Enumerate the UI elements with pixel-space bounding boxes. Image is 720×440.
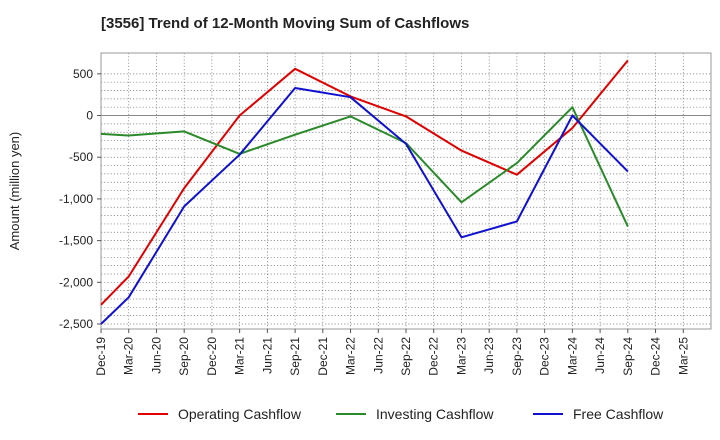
x-tick-label: Jun-22	[371, 337, 385, 374]
x-tick-label: Mar-24	[565, 337, 579, 375]
x-tick-label: Sep-20	[177, 337, 191, 376]
x-tick-label: Dec-24	[649, 337, 663, 376]
x-axis-ticks: Dec-19 Mar-20 Jun-20 Sep-20 Dec-20 Mar-21 Jun-…	[94, 329, 690, 376]
y-tick-label: -2,500	[59, 317, 93, 331]
x-tick-label: Mar-23	[454, 337, 468, 375]
y-axis-label: Amount (million yen)	[7, 132, 22, 251]
x-tick-label: Jun-20	[149, 337, 163, 374]
y-axis-ticks: 500 0 -500 -1,000 -1,500 -2,000 -2,500	[59, 67, 101, 331]
y-tick-label: 0	[86, 109, 93, 123]
x-tick-label: Mar-25	[676, 337, 690, 375]
y-tick-label: -1,500	[59, 234, 93, 248]
operating-cashflow-line	[100, 59, 629, 306]
legend-label-investing-cashflow: Investing Cashflow	[376, 406, 494, 422]
x-tick-label: Sep-23	[510, 337, 524, 376]
x-tick-label: Dec-22	[427, 337, 441, 376]
x-tick-label: Sep-21	[288, 337, 302, 376]
x-tick-label: Sep-24	[621, 337, 635, 376]
investing-cashflow-line	[100, 106, 629, 227]
x-tick-label: Jun-21	[260, 337, 274, 374]
x-tick-label: Mar-22	[344, 337, 358, 375]
y-tick-label: -500	[69, 150, 93, 164]
legend-label-operating-cashflow: Operating Cashflow	[178, 406, 302, 422]
chart-title: [3556] Trend of 12-Month Moving Sum of C…	[101, 15, 470, 32]
x-tick-label: Sep-22	[399, 337, 413, 376]
x-tick-label: Mar-20	[122, 337, 136, 375]
grid-lines	[101, 53, 711, 329]
legend: Operating Cashflow Investing Cashflow Free…	[138, 406, 664, 422]
series-lines	[100, 59, 629, 325]
x-tick-label: Jun-23	[482, 337, 496, 374]
free-cashflow-line	[100, 87, 629, 325]
x-tick-label: Mar-21	[233, 337, 247, 375]
x-tick-label: Jun-24	[593, 337, 607, 374]
y-tick-label: -2,000	[59, 275, 93, 289]
legend-label-free-cashflow: Free Cashflow	[573, 406, 664, 422]
x-tick-label: Dec-19	[94, 337, 108, 376]
y-tick-label: 500	[73, 67, 93, 81]
x-tick-label: Dec-20	[205, 337, 219, 376]
x-tick-label: Dec-21	[316, 337, 330, 376]
y-tick-label: -1,000	[59, 192, 93, 206]
x-tick-label: Dec-23	[538, 337, 552, 376]
